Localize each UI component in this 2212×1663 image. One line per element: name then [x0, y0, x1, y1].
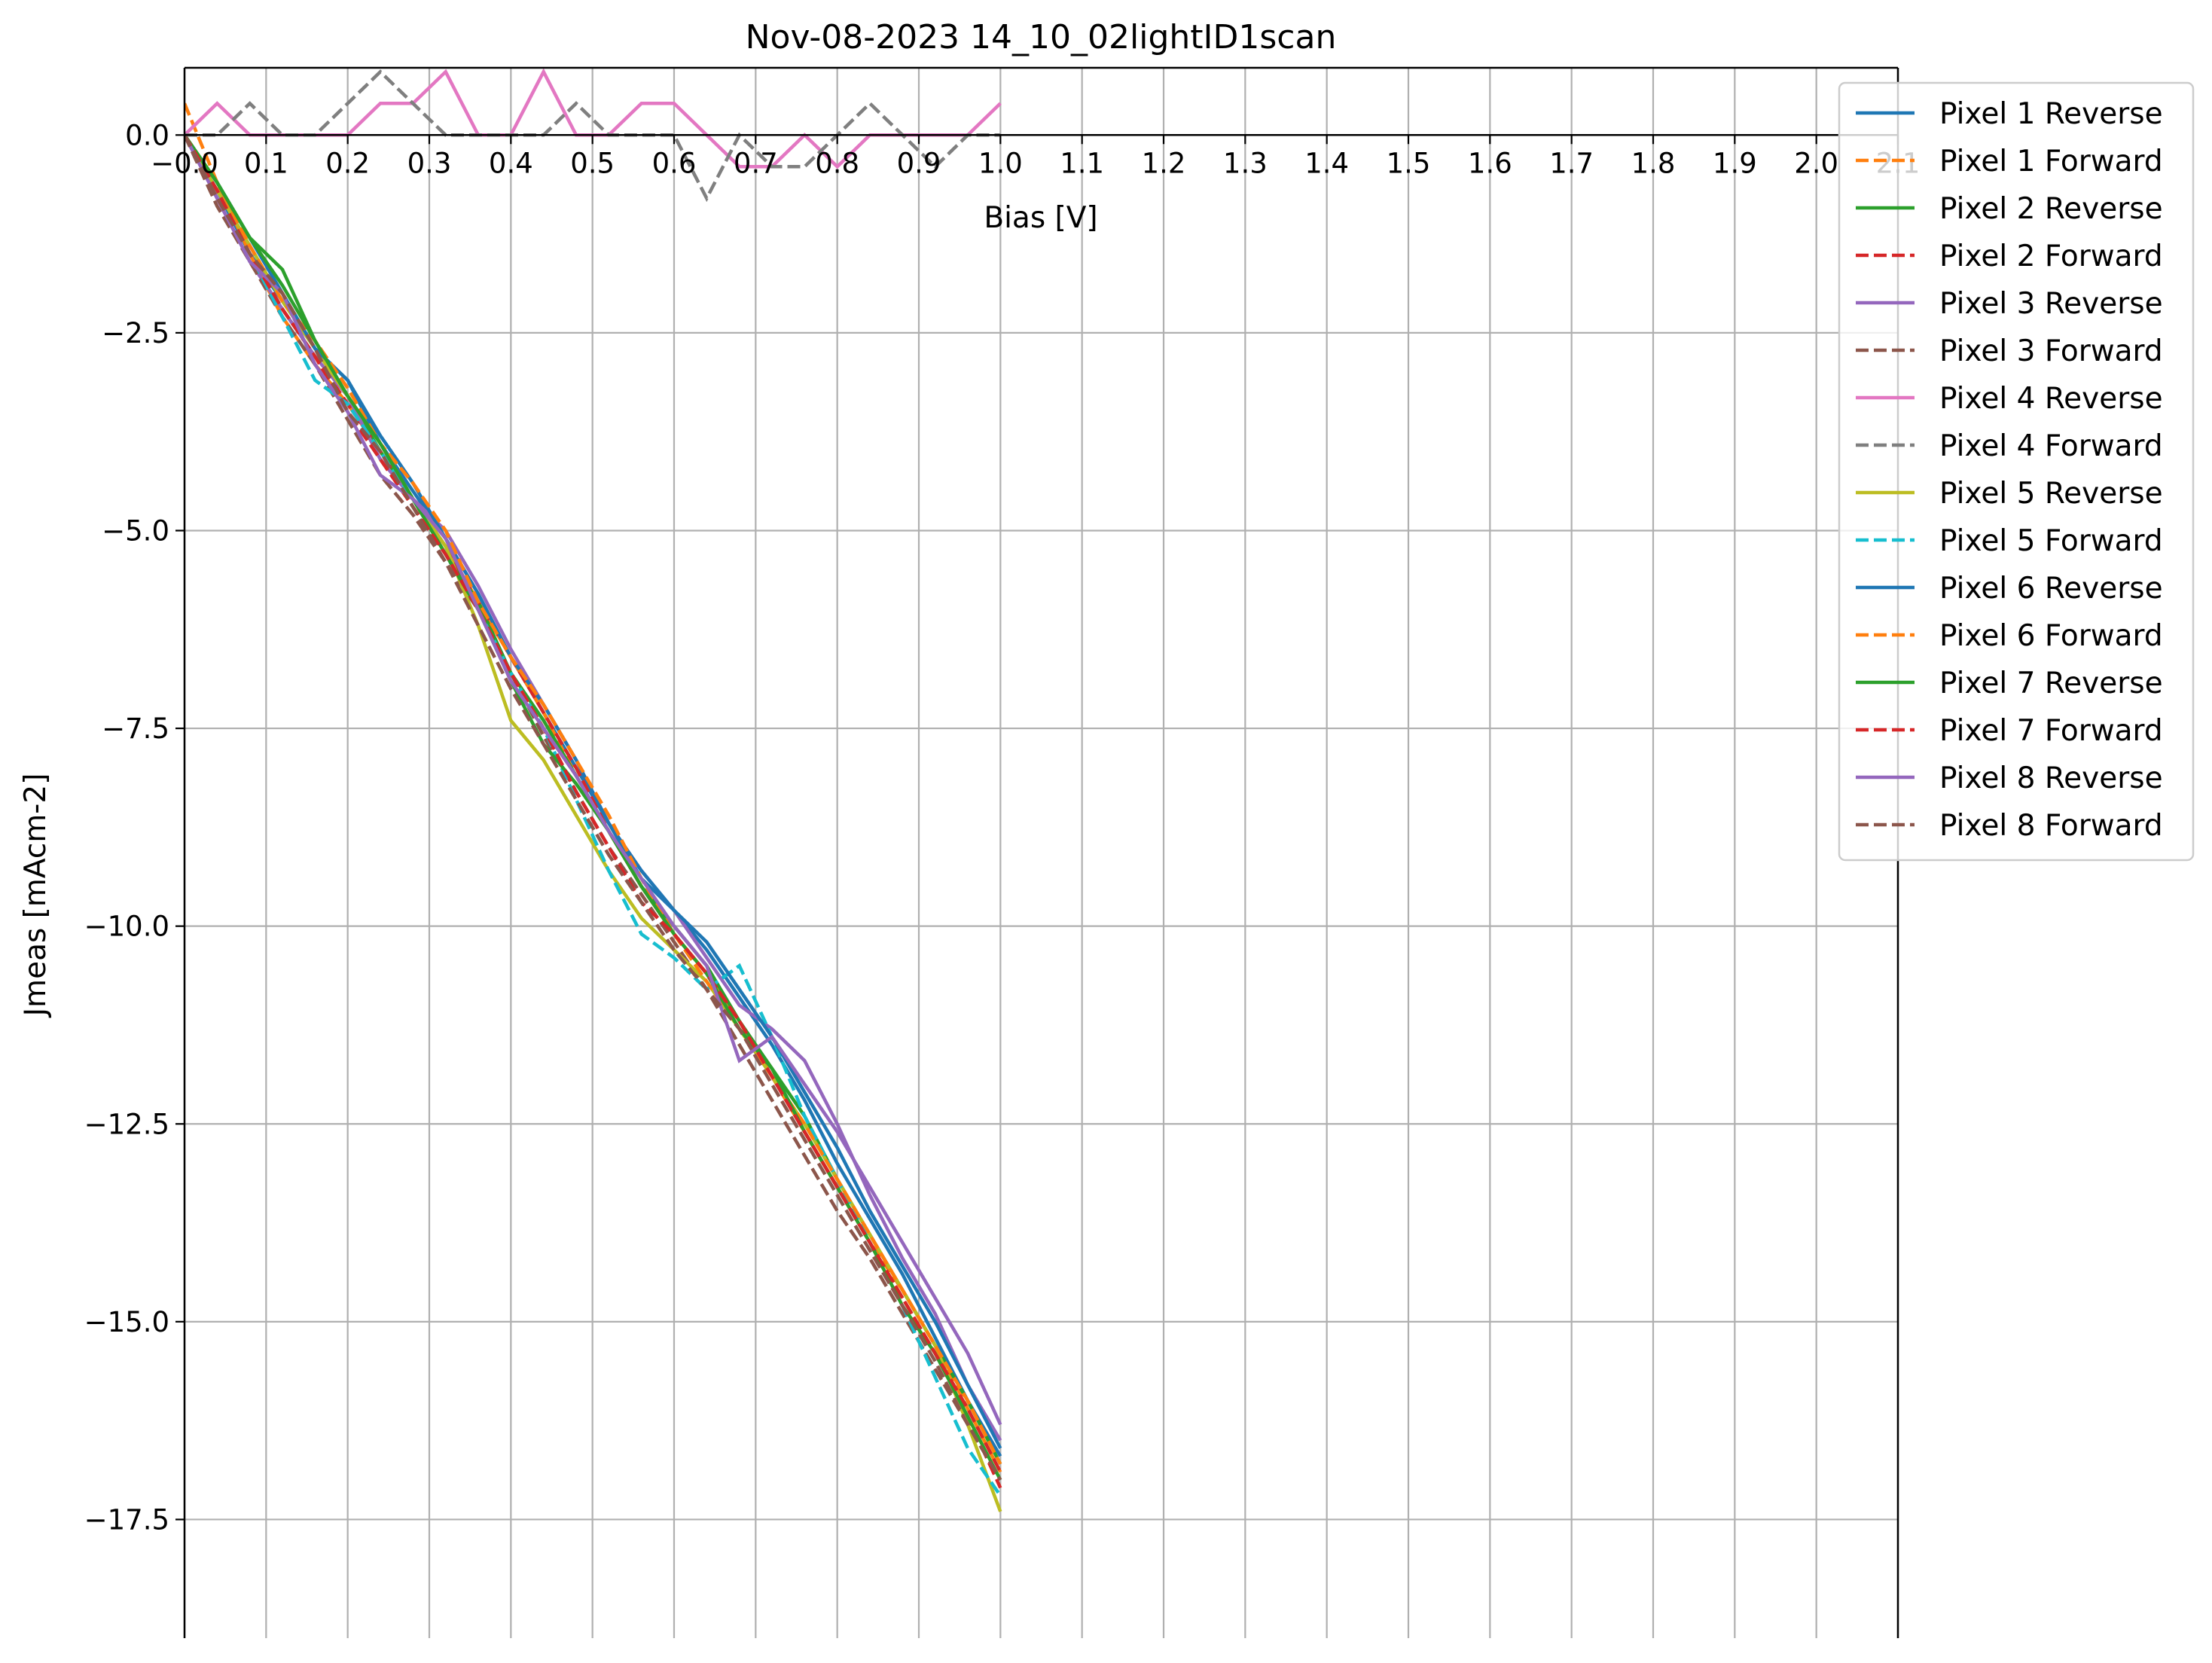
x-tick-label: 0.7	[734, 147, 778, 179]
x-tick-label: 0.9	[897, 147, 941, 179]
legend-label: Pixel 4 Reverse	[1939, 382, 2163, 416]
y-tick-label: −15.0	[84, 1306, 169, 1338]
x-tick-label: 0.1	[244, 147, 288, 179]
y-tick-label: 0.0	[125, 119, 169, 151]
legend-label: Pixel 8 Forward	[1939, 809, 2163, 843]
x-tick-label: 2.0	[1794, 147, 1838, 179]
y-tick-label: −7.5	[102, 712, 169, 745]
x-tick-label: 1.8	[1631, 147, 1676, 179]
x-tick-labels: −0.0 0.1 0.2 0.3 0.4 0.5 0.6 0.7 0.8 0.9 1.0 1.1 1.2…	[151, 147, 1920, 179]
x-tick-label: 0.3	[407, 147, 452, 179]
x-tick-label: 0.4	[489, 147, 533, 179]
series-line-15	[185, 134, 1002, 1426]
legend-label: Pixel 5 Reverse	[1939, 477, 2163, 511]
legend-label: Pixel 1 Reverse	[1939, 97, 2163, 131]
y-tick-label: −17.5	[84, 1503, 169, 1536]
x-tick-label: 1.2	[1142, 147, 1186, 179]
legend-box	[1838, 81, 2195, 862]
legend-label: Pixel 3 Reverse	[1939, 287, 2163, 321]
x-tick-label: 1.6	[1468, 147, 1512, 179]
legend-label: Pixel 6 Reverse	[1939, 572, 2163, 606]
y-axis-label: Jmeas [mAcm-2]	[19, 774, 53, 1019]
legend-label: Pixel 2 Forward	[1939, 240, 2163, 273]
x-tick-label: 0.8	[815, 147, 859, 179]
x-tick-label: 1.4	[1304, 147, 1349, 179]
x-tick-label: 1.0	[978, 147, 1023, 179]
legend-label: Pixel 5 Forward	[1939, 524, 2163, 558]
y-tick-label: −2.5	[102, 317, 169, 349]
series-line-14	[185, 134, 1002, 1473]
legend-label: Pixel 7 Forward	[1939, 714, 2163, 748]
legend: Pixel 1 Reverse Pixel 1 Forward Pixel 2 Re…	[1838, 81, 2195, 862]
x-tick-label: 0.2	[325, 147, 370, 179]
axes-frame	[175, 66, 1899, 1638]
x-tick-label: 1.1	[1060, 147, 1104, 179]
legend-label: Pixel 3 Forward	[1939, 334, 2163, 368]
x-tick-label: 1.9	[1713, 147, 1757, 179]
chart-title: Nov-08-2023 14_10_02lightID1scan	[746, 18, 1337, 56]
x-tick-label: −0.0	[151, 147, 218, 179]
legend-label: Pixel 2 Reverse	[1939, 192, 2163, 226]
legend-label: Pixel 6 Forward	[1939, 619, 2163, 653]
x-tick-label: 0.5	[570, 147, 615, 179]
x-tick-label: 1.5	[1387, 147, 1431, 179]
legend-label: Pixel 8 Reverse	[1939, 761, 2163, 795]
legend-label: Pixel 1 Forward	[1939, 145, 2163, 179]
x-tick-label: 1.3	[1223, 147, 1268, 179]
series-line-16	[185, 134, 1002, 1481]
series-line-8	[185, 69, 1001, 203]
y-tick-label: −12.5	[84, 1108, 169, 1140]
legend-label: Pixel 4 Forward	[1939, 429, 2163, 463]
x-axis-label: Bias [V]	[984, 201, 1097, 235]
x-tick-label: 0.6	[652, 147, 697, 179]
y-tick-label: −10.0	[84, 911, 169, 943]
y-tick-label: −5.0	[102, 514, 169, 547]
y-tick-labels: 0.0 −2.5 −5.0 −7.5 −10.0 −12.5 −15.0 −17.5	[84, 119, 169, 1536]
series-line-11	[185, 134, 1002, 1449]
legend-label: Pixel 7 Reverse	[1939, 667, 2163, 700]
x-tick-label: 1.7	[1549, 147, 1594, 179]
